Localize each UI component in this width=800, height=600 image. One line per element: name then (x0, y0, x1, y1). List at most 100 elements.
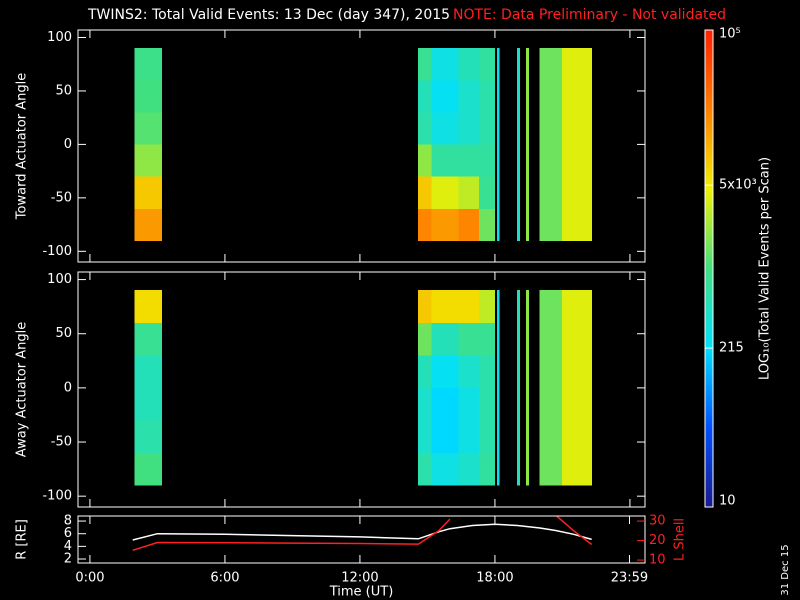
heatmap-cell (539, 144, 563, 177)
y-axis-label: Toward Actuator Angle (15, 73, 30, 220)
heatmap-cell (496, 290, 500, 324)
heatmap-cell (517, 322, 520, 356)
heatmap-cell (539, 290, 563, 324)
y-tick-label: 2 (64, 552, 72, 567)
heatmap-cell (478, 452, 496, 486)
heatmap-cell (458, 387, 480, 421)
heatmap-cell (458, 420, 480, 454)
heatmap-cell (458, 208, 480, 241)
heatmap-cell (517, 290, 520, 324)
heatmap-cell (431, 144, 460, 177)
colorbar-label: LOG₁₀(Total Valid Events per Scan) (758, 157, 773, 380)
heatmap-cell (526, 322, 529, 356)
colorbar (704, 29, 714, 508)
heatmap-cell (134, 208, 163, 241)
heatmap-cell (526, 208, 529, 241)
x-tick-label: 12:00 (341, 571, 378, 586)
heatmap-cell (478, 112, 496, 145)
heatmap-cell (539, 176, 563, 209)
plot-frame (77, 515, 646, 564)
heatmap-cell (418, 208, 433, 241)
heatmap-cell (517, 355, 520, 389)
heatmap-cell (478, 420, 496, 454)
colorbar-tick-label: 5x10³ (719, 178, 757, 193)
heatmap-cell (562, 290, 592, 324)
heatmap-cell (562, 112, 592, 145)
y-tick-label: -100 (42, 244, 72, 259)
heatmap-cell (526, 79, 529, 113)
heatmap-cell (526, 420, 529, 454)
heatmap-cell (478, 290, 496, 324)
heatmap-cell (539, 79, 563, 113)
heatmap-cell (418, 387, 433, 421)
note: NOTE: Data Preliminary - Not validated (453, 7, 726, 23)
heatmap-cell (539, 452, 563, 486)
heatmap-cell (458, 290, 480, 324)
heatmap-cell (458, 452, 480, 486)
heatmap-cell (418, 452, 433, 486)
heatmap-cell (496, 79, 500, 113)
y-tick-label: 100 (47, 30, 72, 45)
y-axis-label: Away Actuator Angle (15, 322, 30, 457)
date-stamp: 31 Dec 15 (780, 544, 791, 595)
heatmap-cell (526, 290, 529, 324)
heatmap-cell (458, 144, 480, 177)
heatmap-cell (418, 290, 433, 324)
heatmap-cell (418, 47, 433, 81)
heatmap-cell (431, 420, 460, 454)
heatmap-cell (517, 420, 520, 454)
heatmap-cell (478, 355, 496, 389)
colorbar-tick-label: 10⁵ (719, 27, 741, 42)
y-tick-label: 0 (64, 380, 72, 395)
heatmap-cell (458, 322, 480, 356)
colorbar-tick-label: 215 (719, 341, 744, 356)
y2-tick-label: 10 (649, 553, 666, 568)
y2-axis-label: L Shell (673, 518, 688, 561)
plot-frame (77, 271, 646, 508)
heatmap-cell (496, 420, 500, 454)
heatmap-cell (496, 355, 500, 389)
data-line (132, 516, 593, 552)
chart-title: TWINS2: Total Valid Events: 13 Dec (day … (87, 7, 450, 23)
heatmap-cell (431, 208, 460, 241)
y-tick-label: 6 (64, 526, 72, 541)
heatmap-cell (418, 420, 433, 454)
heatmap-cell (562, 355, 592, 389)
x-tick-label: 0:00 (75, 571, 104, 586)
y-tick-label: 8 (64, 514, 72, 529)
y2-tick-label: 20 (649, 533, 666, 548)
heatmap-cell (134, 420, 163, 454)
heatmap-cell (134, 47, 163, 81)
heatmap-cell (418, 176, 433, 209)
heatmap-cell (431, 452, 460, 486)
heatmap-cell (517, 144, 520, 177)
heatmap-cell (478, 176, 496, 209)
heatmap-cell (431, 387, 460, 421)
heatmap-cell (134, 387, 163, 421)
y2-tick-label: 30 (649, 514, 666, 529)
heatmap-cell (458, 47, 480, 81)
heatmap-cell (134, 144, 163, 177)
heatmap-cell (431, 79, 460, 113)
heatmap-cell (458, 355, 480, 389)
heatmap-cell (478, 144, 496, 177)
heatmap-cell (517, 387, 520, 421)
heatmap-cell (496, 208, 500, 241)
heatmap-cell (496, 387, 500, 421)
heatmap-cell (517, 47, 520, 81)
y-tick-label: 4 (64, 539, 72, 554)
heatmap-cell (418, 112, 433, 145)
heatmap-cell (539, 47, 563, 81)
heatmap-cell (431, 355, 460, 389)
heatmap-cell (478, 322, 496, 356)
heatmap-cell (517, 79, 520, 113)
heatmap-cell (134, 176, 163, 209)
heatmap-cell (539, 112, 563, 145)
heatmap-cell (134, 290, 163, 324)
heatmap-cell (134, 79, 163, 113)
heatmap-cell (562, 208, 592, 241)
heatmap-cell (526, 144, 529, 177)
heatmap-cell (496, 144, 500, 177)
